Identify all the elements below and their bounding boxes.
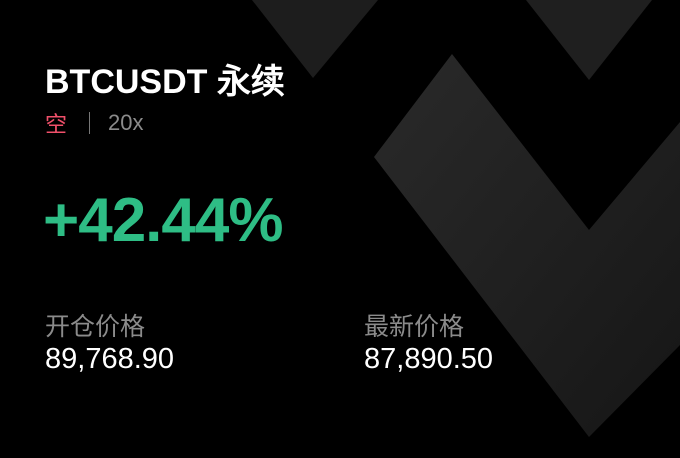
chevron-shape-top-right <box>526 0 652 80</box>
divider <box>89 112 91 134</box>
last-price: 87,890.50 <box>364 343 494 375</box>
pnl-percent: +42.44% <box>43 186 283 255</box>
position-info: 空 20x <box>45 107 144 139</box>
contract-title: BTCUSDT 永续 <box>45 63 285 101</box>
last-price-label: 最新价格 <box>364 313 465 341</box>
position-side: 空 <box>45 112 68 137</box>
leverage: 20x <box>108 110 144 135</box>
entry-price: 89,768.90 <box>45 343 175 375</box>
chevron-shape-large <box>374 54 680 437</box>
chevron-shape-top-left <box>252 0 378 78</box>
entry-price-label: 开仓价格 <box>45 313 146 341</box>
